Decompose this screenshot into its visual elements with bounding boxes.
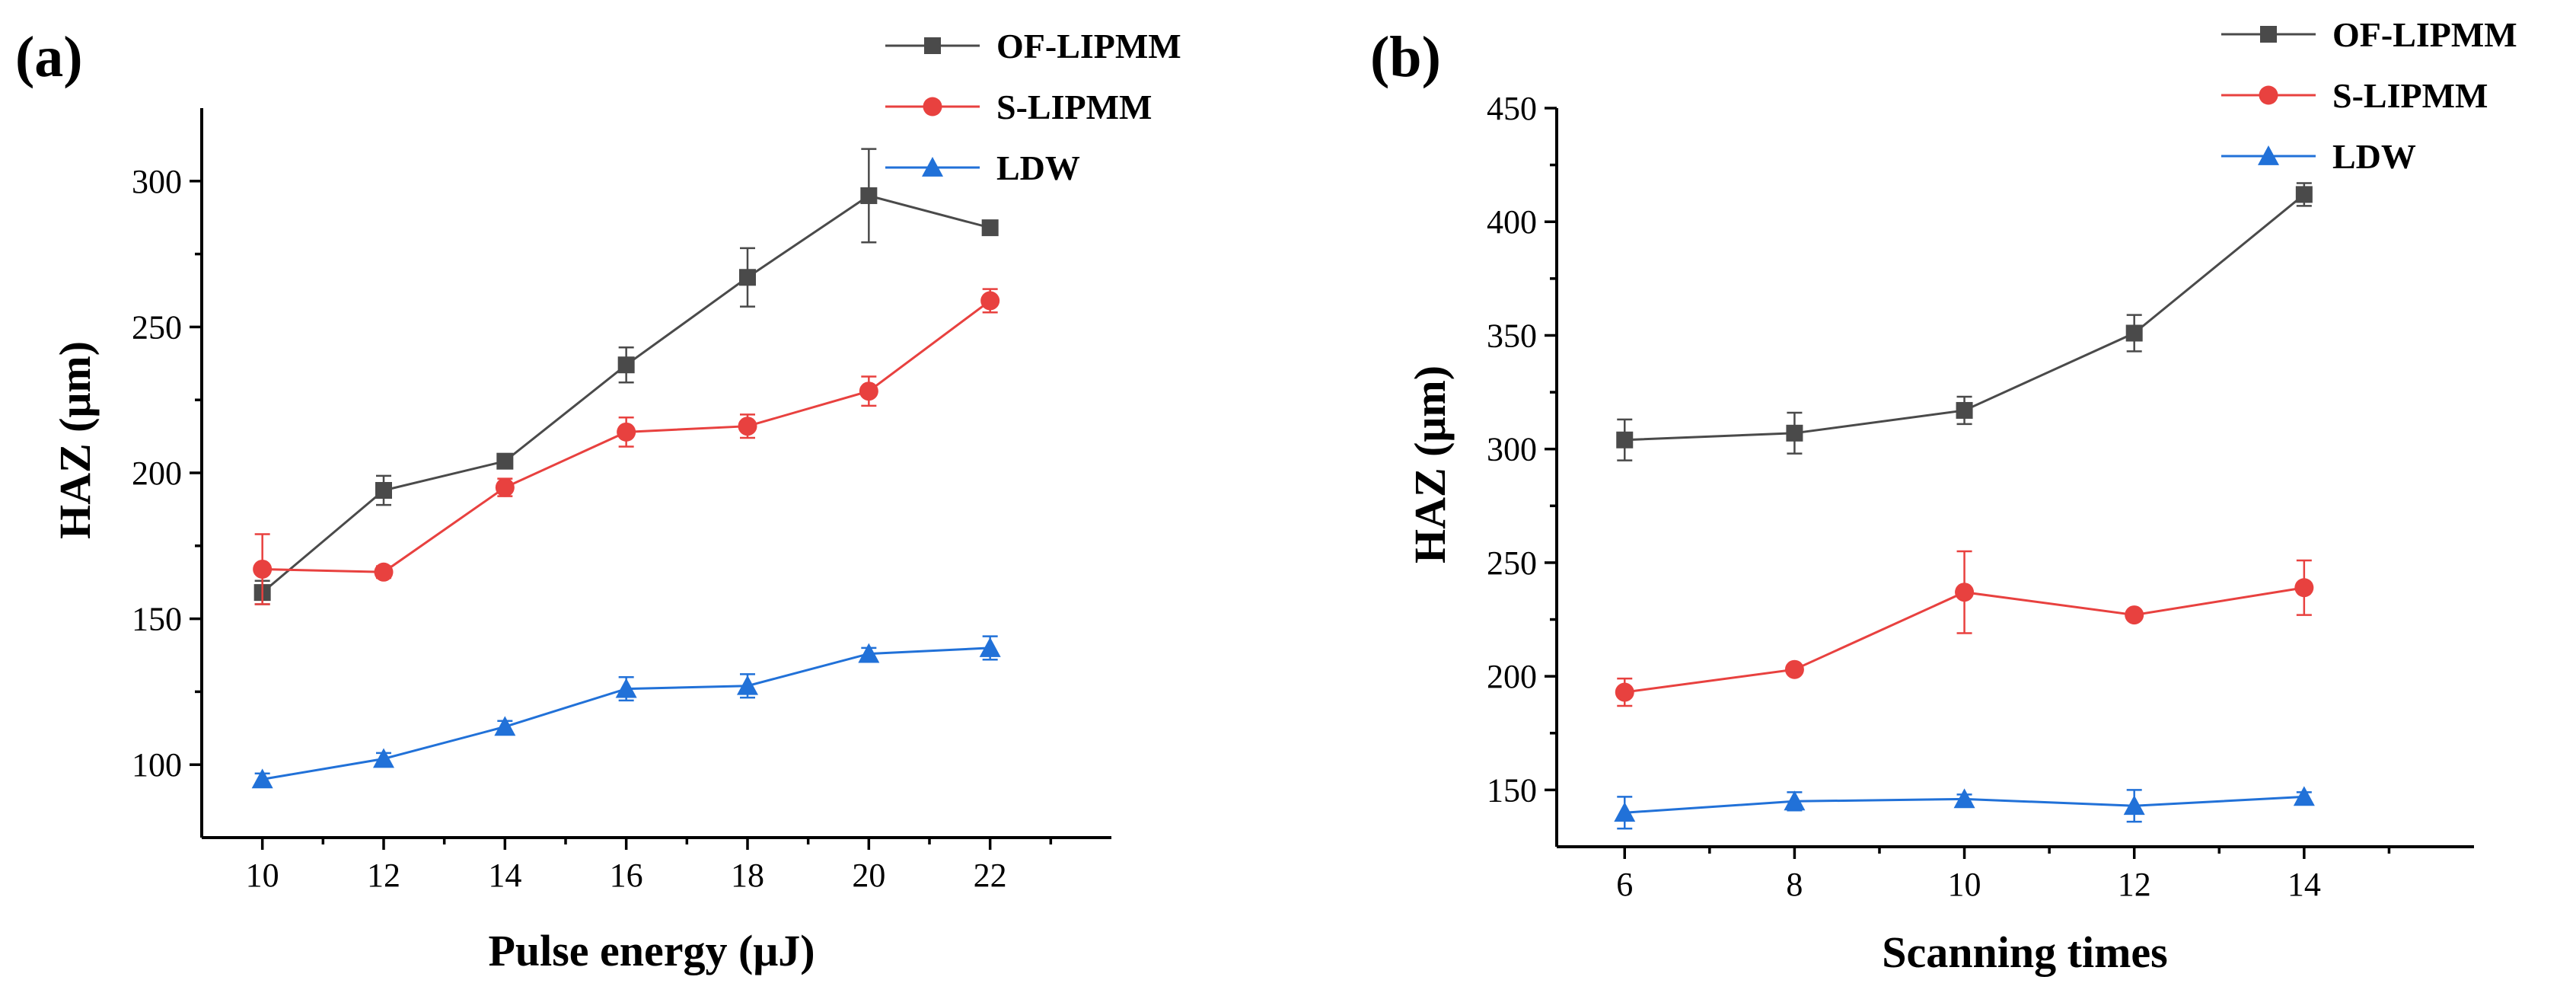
data-point <box>738 417 757 436</box>
series-line <box>261 194 991 594</box>
y-tick-label: 150 <box>132 601 182 638</box>
x-tick-label: 18 <box>731 857 764 894</box>
legend-marker <box>922 157 943 177</box>
panel-label: (a) <box>15 25 83 89</box>
plot-area: 100 150 200 250 300 10 12 14 16 18 20 22 OF-LIPMM S-L… <box>132 27 1181 894</box>
legend-marker <box>2260 26 2277 43</box>
data-point <box>1784 790 1806 811</box>
data-point <box>858 643 880 663</box>
plot-area: 150 200 250 300 350 400 450 6 8 10 12 14 OF-LIPMM S-L… <box>1487 15 2517 903</box>
y-tick-label: 350 <box>1487 317 1537 354</box>
data-point <box>615 678 637 698</box>
data-point <box>860 187 878 204</box>
y-tick-label: 200 <box>1487 658 1537 695</box>
data-point <box>1784 659 1804 679</box>
y-axis-title: HAZ (μm) <box>50 341 100 539</box>
data-point <box>1955 583 1975 602</box>
y-tick-label: 150 <box>1487 771 1537 809</box>
data-point <box>495 477 515 497</box>
panel-b: (b) Scanning times HAZ (μm) 150 200 250 300… <box>1370 15 2517 977</box>
data-point <box>617 422 636 442</box>
x-tick-label: 16 <box>610 857 643 894</box>
x-tick-label: 6 <box>1616 866 1633 903</box>
x-tick-label: 8 <box>1786 866 1803 903</box>
legend-marker <box>923 97 942 117</box>
panel-label: (b) <box>1370 25 1441 89</box>
data-point <box>1786 424 1803 442</box>
data-point <box>1615 682 1634 702</box>
data-point <box>1953 788 1975 809</box>
y-tick-label: 250 <box>1487 544 1537 582</box>
data-point <box>2123 795 2145 816</box>
data-point <box>494 716 516 736</box>
y-tick-label: 300 <box>1487 431 1537 468</box>
y-tick-label: 300 <box>132 163 182 200</box>
data-point <box>979 637 1001 657</box>
series-line <box>262 646 990 781</box>
data-point <box>373 748 394 768</box>
legend-marker <box>924 37 941 54</box>
legend-marker <box>2258 145 2279 165</box>
x-tick-label: 22 <box>974 857 1007 894</box>
y-tick-label: 450 <box>1487 90 1537 127</box>
y-axis-title: HAZ (μm) <box>1405 366 1455 563</box>
y-tick-label: 100 <box>132 746 182 784</box>
legend-label: S-LIPMM <box>996 88 1152 126</box>
y-tick-label: 200 <box>132 455 182 492</box>
data-point <box>737 675 758 695</box>
data-point <box>251 768 273 789</box>
data-point <box>2125 605 2144 625</box>
x-tick-label: 12 <box>367 857 400 894</box>
data-point <box>2125 324 2143 342</box>
x-tick-label: 14 <box>488 857 521 894</box>
data-point <box>375 481 392 499</box>
legend-label: OF-LIPMM <box>2332 15 2517 54</box>
data-point <box>1616 431 1634 449</box>
data-point <box>1614 802 1636 822</box>
legend-label: LDW <box>996 148 1080 187</box>
data-point <box>617 356 635 374</box>
y-tick-label: 250 <box>132 308 182 346</box>
data-point <box>739 269 756 286</box>
data-point <box>980 291 1000 311</box>
x-tick-label: 10 <box>246 857 279 894</box>
legend-label: S-LIPMM <box>2332 76 2488 115</box>
data-point <box>981 219 999 237</box>
x-tick-label: 14 <box>2287 866 2321 903</box>
data-point <box>2295 186 2313 203</box>
y-tick-label: 400 <box>1487 203 1537 241</box>
x-tick-label: 10 <box>1948 866 1981 903</box>
legend-marker <box>2259 85 2278 105</box>
x-axis-title: Scanning times <box>1882 927 2167 977</box>
legend-label: LDW <box>2332 137 2416 176</box>
data-point <box>1956 401 1973 419</box>
x-tick-label: 12 <box>2118 866 2151 903</box>
data-point <box>374 562 394 582</box>
data-point <box>859 381 878 401</box>
panel-a: (a) Pulse energy (μJ) HAZ (μm) 100 150 200… <box>15 25 1181 975</box>
data-point <box>2293 786 2315 806</box>
x-axis-title: Pulse energy (μJ) <box>488 926 815 975</box>
x-tick-label: 20 <box>852 857 885 894</box>
legend-label: OF-LIPMM <box>996 27 1181 65</box>
data-point <box>2294 578 2314 598</box>
data-point <box>496 452 514 470</box>
data-point <box>253 559 273 579</box>
